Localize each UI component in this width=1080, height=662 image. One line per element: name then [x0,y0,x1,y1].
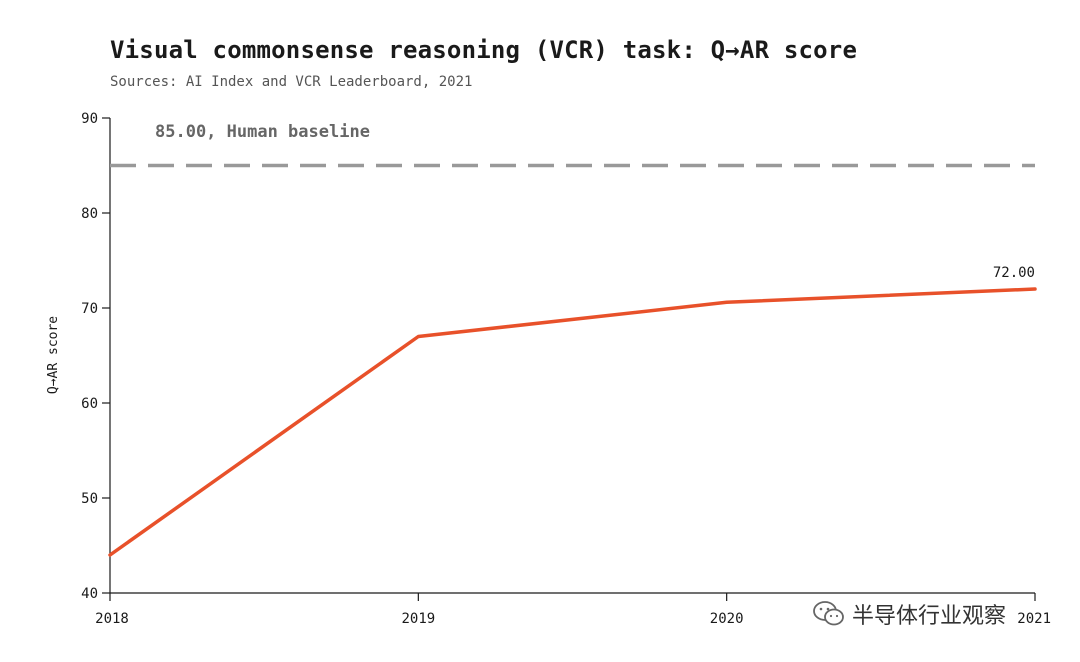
data-label: 72.00 [993,265,1035,281]
y-axis-ticks: 40 50 60 70 80 90 [81,111,110,602]
y-tick-label: 50 [81,491,98,507]
chart-axes [109,118,1035,594]
wechat-icon [813,601,844,626]
watermark-text: 半导体行业观察 [852,604,1007,629]
x-tick-label: 2020 [710,611,744,627]
data-labels: 72.00 [993,265,1035,281]
y-tick-label: 80 [81,206,98,222]
watermark: 半导体行业观察 [812,598,1006,630]
series-group [108,287,1037,557]
x-tick-label: 2021 [1017,611,1051,627]
y-tick-label: 40 [81,586,98,602]
y-tick-label: 60 [81,396,98,412]
y-axis-label: Q→AR score [46,316,61,394]
human-baseline-label: 85.00, Human baseline [155,122,370,142]
human-baseline: 85.00, Human baseline [110,122,1035,168]
x-axis-ticks: 2018 2019 2020 2021 [95,593,1051,627]
x-tick-label: 2018 [95,611,129,627]
chart-title: Visual commonsense reasoning (VCR) task:… [110,36,858,64]
y-tick-label: 90 [81,111,98,127]
x-tick-label: 2019 [401,611,435,627]
chart-subtitle: Sources: AI Index and VCR Leaderboard, 2… [110,74,473,90]
y-tick-label: 70 [81,301,98,317]
series-line [108,287,1037,557]
